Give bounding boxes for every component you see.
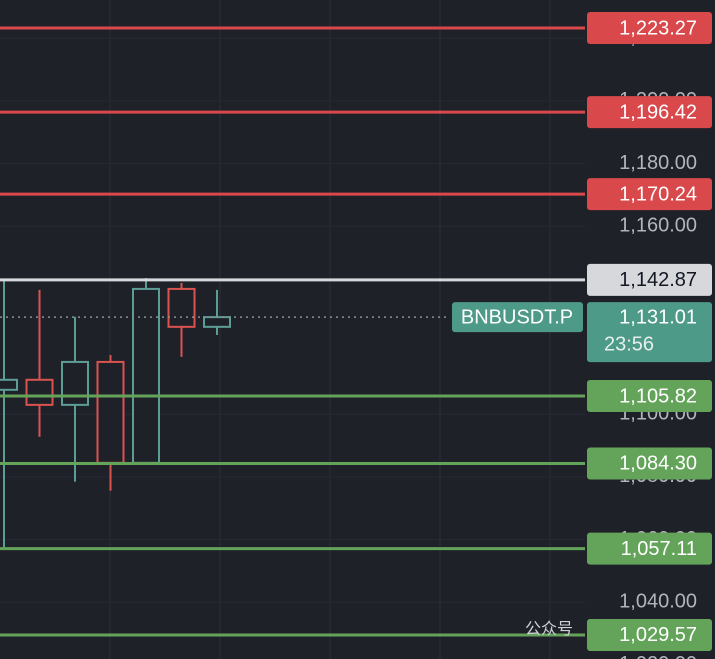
- last-price-box: [587, 302, 712, 363]
- level-label-box: [587, 96, 712, 129]
- level-label: 1,057.11: [621, 538, 697, 560]
- candle-body: [203, 316, 231, 328]
- level-label: 1,105.82: [619, 385, 697, 407]
- y-tick-label: 1,180.00: [619, 152, 697, 174]
- level-label-box: [587, 263, 712, 296]
- candle-body: [167, 287, 196, 328]
- level-label-box: [587, 11, 712, 44]
- level-label-box: [587, 178, 712, 211]
- y-tick-label: 1,160.00: [619, 215, 697, 237]
- last-price-label: 1,131.01: [619, 306, 697, 328]
- symbol-box: [452, 302, 583, 333]
- level-label: 1,170.24: [619, 183, 697, 205]
- y-tick-label: 1,020.00: [619, 653, 697, 659]
- level-label-box: [587, 447, 712, 480]
- countdown: 23:56: [604, 333, 654, 355]
- watermark: 公众号: [525, 620, 573, 638]
- level-label: 1,029.57: [619, 624, 697, 646]
- candle-body: [25, 378, 54, 406]
- level-label: 1,223.27: [619, 17, 697, 39]
- level-label: 1,142.87: [619, 269, 697, 291]
- level-label: 1,084.30: [619, 453, 697, 475]
- level-label-box: [587, 380, 712, 413]
- level-label-box: [587, 618, 712, 651]
- level-label: 1,196.42: [619, 101, 697, 123]
- candle-body: [132, 287, 160, 464]
- level-label-box: [587, 532, 712, 565]
- candle-body: [96, 360, 125, 464]
- symbol-label: BNBUSDT.P: [461, 306, 573, 328]
- y-tick-label: 1,040.00: [619, 591, 697, 613]
- candle-body: [0, 378, 18, 391]
- candle-body: [61, 360, 89, 406]
